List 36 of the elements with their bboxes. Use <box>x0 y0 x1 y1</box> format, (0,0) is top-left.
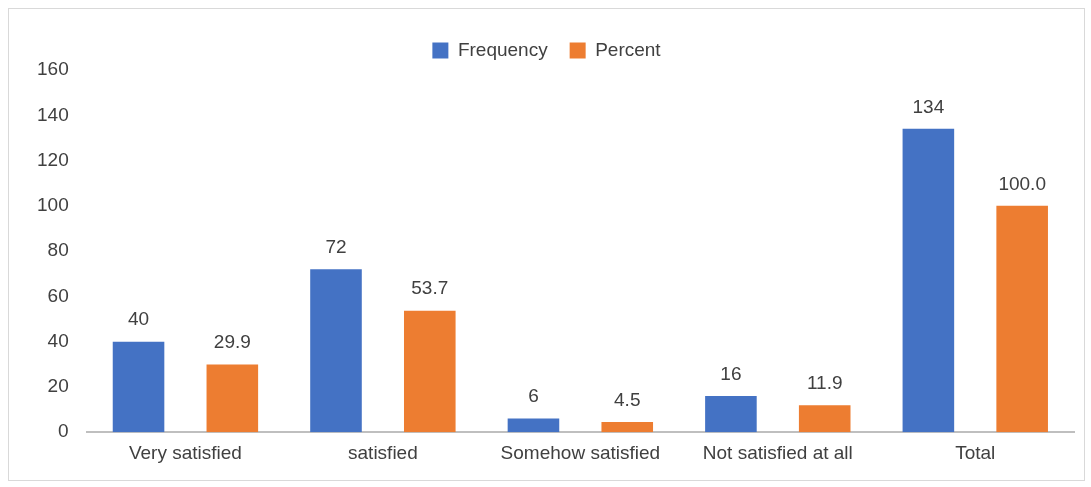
x-tick-label: Not satisfied at all <box>702 441 853 463</box>
bar <box>601 422 654 433</box>
data-label: 100.0 <box>998 172 1046 194</box>
x-tick-label: Somehow satisfied <box>500 441 661 463</box>
data-label: 53.7 <box>411 277 449 299</box>
y-tick-label: 120 <box>37 148 69 170</box>
y-tick-label: 100 <box>37 194 69 216</box>
legend-label: Percent <box>595 38 662 60</box>
x-tick-label: Very satisfied <box>128 441 242 463</box>
y-tick-label: 40 <box>47 329 69 351</box>
data-label: 4.5 <box>614 388 641 410</box>
bar <box>112 341 165 433</box>
data-label: 16 <box>720 362 742 384</box>
data-label: 11.9 <box>806 372 843 393</box>
y-tick-label: 20 <box>47 375 69 397</box>
bar <box>798 405 851 433</box>
legend-label: Frequency <box>457 38 549 60</box>
bar <box>507 418 560 433</box>
y-tick-label: 160 <box>37 58 69 80</box>
y-tick-label: 140 <box>37 103 69 125</box>
bar <box>403 310 456 433</box>
data-label: 72 <box>325 235 347 257</box>
data-label: 6 <box>528 385 539 407</box>
data-label: 29.9 <box>213 331 251 353</box>
bar <box>206 364 259 433</box>
bar <box>902 128 955 433</box>
bar <box>310 269 362 433</box>
y-tick-label: 0 <box>58 420 69 442</box>
x-tick-label: Total <box>955 441 996 463</box>
bar <box>705 395 757 433</box>
x-tick-label: satisfied <box>348 441 418 463</box>
data-label: 40 <box>127 308 150 330</box>
bar <box>996 205 1048 433</box>
y-tick-label: 80 <box>47 239 69 261</box>
data-label: 134 <box>912 95 945 117</box>
y-tick-label: 60 <box>47 284 69 306</box>
